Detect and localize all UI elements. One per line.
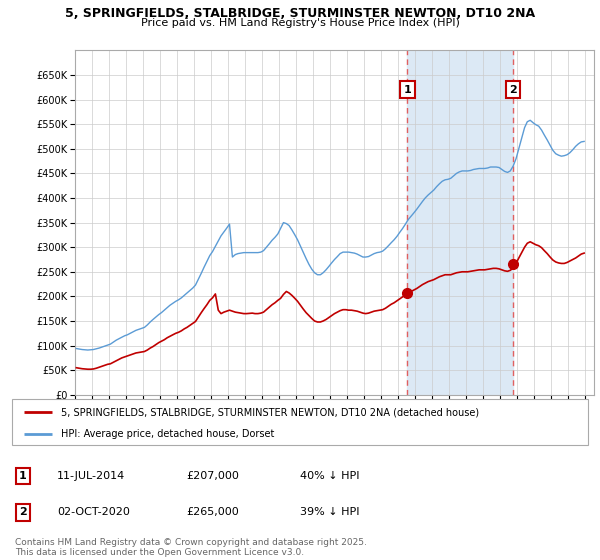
Text: 02-OCT-2020: 02-OCT-2020	[57, 507, 130, 517]
Text: 2: 2	[509, 85, 517, 95]
Text: £265,000: £265,000	[186, 507, 239, 517]
Bar	[407, 50, 513, 395]
Text: 5, SPRINGFIELDS, STALBRIDGE, STURMINSTER NEWTON, DT10 2NA (detached house): 5, SPRINGFIELDS, STALBRIDGE, STURMINSTER…	[61, 407, 479, 417]
Text: 11-JUL-2014: 11-JUL-2014	[57, 471, 125, 481]
Text: HPI: Average price, detached house, Dorset: HPI: Average price, detached house, Dors…	[61, 429, 274, 438]
Text: Price paid vs. HM Land Registry's House Price Index (HPI): Price paid vs. HM Land Registry's House …	[140, 18, 460, 28]
Text: 1: 1	[19, 471, 26, 481]
Text: 39% ↓ HPI: 39% ↓ HPI	[300, 507, 359, 517]
Text: 2: 2	[19, 507, 26, 517]
FancyBboxPatch shape	[12, 399, 588, 445]
Text: £207,000: £207,000	[186, 471, 239, 481]
Text: 5, SPRINGFIELDS, STALBRIDGE, STURMINSTER NEWTON, DT10 2NA: 5, SPRINGFIELDS, STALBRIDGE, STURMINSTER…	[65, 7, 535, 20]
Text: 40% ↓ HPI: 40% ↓ HPI	[300, 471, 359, 481]
Text: 1: 1	[403, 85, 411, 95]
Text: Contains HM Land Registry data © Crown copyright and database right 2025.
This d: Contains HM Land Registry data © Crown c…	[15, 538, 367, 557]
